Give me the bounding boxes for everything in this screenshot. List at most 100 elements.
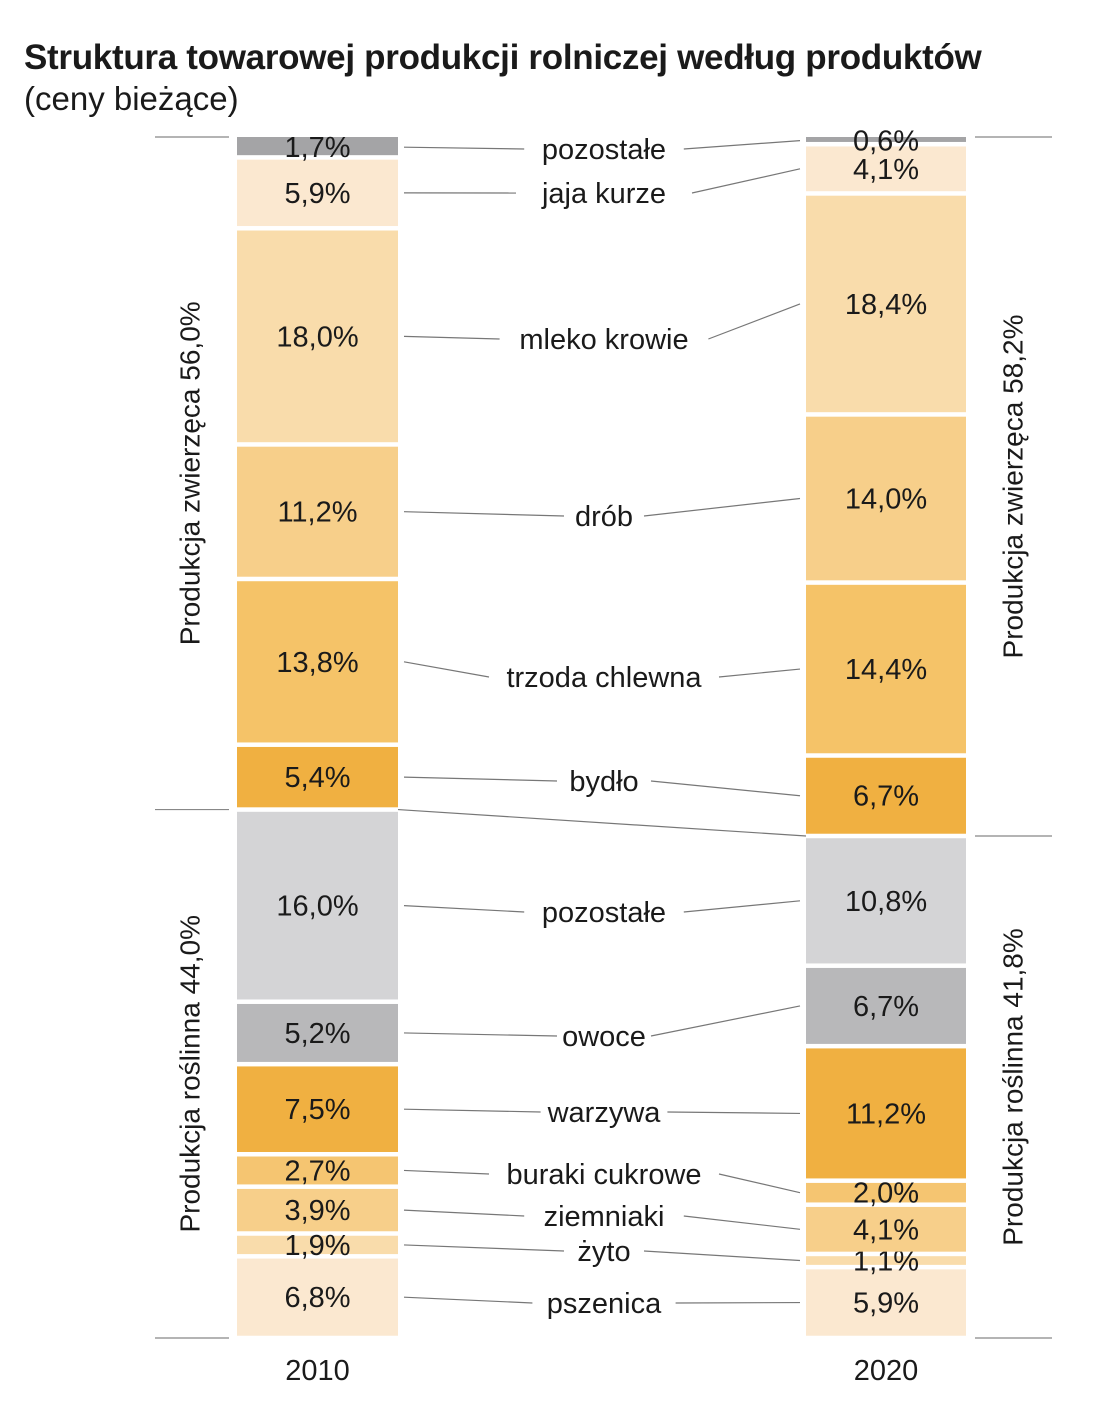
connector-left-4 [403, 1108, 541, 1113]
bar-2020-mleko-krowie [806, 195, 966, 413]
bar-2020-pozostale [806, 838, 966, 964]
value-label-2020-10: 18,4% [845, 289, 927, 321]
bar-2010-zyto [237, 1235, 398, 1255]
value-label-2010-7: 5,4% [284, 762, 350, 794]
category-label-owoce: owoce [562, 1021, 646, 1053]
category-label-bydlo: bydło [569, 766, 638, 798]
bar-2010-pszenica [237, 1258, 398, 1336]
category-label-zyto: żyto [577, 1236, 630, 1268]
year-labels: 2010 2020 [285, 1355, 918, 1387]
category-label-jaja-kurze: jaja kurze [541, 178, 666, 210]
connector-left-3 [403, 1169, 490, 1175]
value-label-2020-6: 10,8% [845, 886, 927, 918]
category-label-drob: drób [575, 501, 633, 533]
divider-line [397, 808, 807, 837]
value-label-2020-7: 6,7% [853, 781, 919, 813]
bar-2010-mleko-krowie [237, 230, 398, 443]
connector-left-7 [403, 776, 558, 782]
connector-left-1 [403, 1244, 565, 1252]
year-label-2020: 2020 [854, 1355, 919, 1387]
connector-left-2 [403, 1209, 525, 1217]
bar-2010-ziemniaki [237, 1188, 398, 1232]
bar-2010-bydlo [237, 746, 398, 808]
bar-2010-jaja-kurze [237, 159, 398, 227]
connector-left-8 [403, 661, 490, 678]
value-label-2010-11: 5,9% [284, 178, 350, 210]
connector-lines [397, 140, 807, 1304]
group-label-2010-zwierzeca: Produkcja zwierzęca 56,0% [174, 301, 205, 645]
bar-2010-drob [237, 446, 398, 577]
connector-left-5 [403, 1032, 558, 1037]
connector-left-12 [403, 146, 525, 150]
connector-right-5 [650, 1005, 801, 1037]
value-label-2010-12: 1,7% [284, 132, 350, 164]
value-label-2010-4: 7,5% [284, 1094, 350, 1126]
connector-right-1 [643, 1250, 801, 1262]
category-label-mleko-krowie: mleko krowie [519, 324, 688, 356]
category-label-warzywa: warzywa [547, 1097, 662, 1129]
bar-2010-pozostale-zw [237, 137, 398, 156]
bar-2020-pozostale-zw [806, 137, 966, 142]
group-labels: Produkcja roślinna 44,0% Produkcja zwierz… [174, 301, 1028, 1245]
connector-right-12 [683, 140, 801, 150]
category-label-pszenica: pszenica [547, 1288, 662, 1320]
connector-right-9 [643, 497, 801, 517]
year-label-2010: 2010 [285, 1355, 350, 1387]
connector-right-4 [667, 1111, 801, 1115]
value-label-2020-12: 0,6% [853, 126, 919, 158]
connector-left-10 [403, 335, 500, 340]
bar-2010-buraki-cukrowe [237, 1156, 398, 1185]
group-label-2010-roslinna: Produkcja roślinna 44,0% [174, 915, 205, 1233]
value-label-2020-3: 2,0% [853, 1178, 919, 1210]
value-label-2010-5: 5,2% [284, 1018, 350, 1050]
bar-2010-trzoda-chlewna [237, 581, 398, 743]
bar-2020-zyto [806, 1256, 966, 1265]
connector-left-9 [403, 511, 565, 517]
category-label-ziemniaki: ziemniaki [544, 1201, 665, 1233]
value-label-2020-0: 5,9% [853, 1288, 919, 1320]
connector-right-3 [718, 1173, 801, 1194]
value-label-2020-8: 14,4% [845, 654, 927, 686]
bars: 6,8% 1,9%3,9% 2,7% 7,5% 5,2% 16,0% 5,4% 13,8% 11… [237, 126, 966, 1336]
value-label-2010-0: 6,8% [284, 1282, 350, 1314]
group-label-2020-zwierzeca: Produkcja zwierzęca 58,2% [997, 315, 1028, 659]
group-label-2020-roslinna: Produkcja roślinna 41,8% [997, 928, 1028, 1246]
bar-2010-warzywa [237, 1066, 398, 1152]
value-label-2010-2: 3,9% [284, 1195, 350, 1227]
bar-2010-pozostale [237, 811, 398, 1000]
value-label-2010-1: 1,9% [284, 1230, 350, 1262]
bar-2020-ziemniaki [806, 1206, 966, 1252]
connector-left-0 [403, 1296, 533, 1304]
bar-2020-warzywa [806, 1048, 966, 1179]
category-label-trzoda-chlewna: trzoda chlewna [506, 662, 702, 694]
value-label-2010-8: 13,8% [276, 647, 358, 679]
bar-2020-pszenica [806, 1269, 966, 1336]
connector-right-8 [718, 668, 801, 678]
category-label-buraki-cukrowe: buraki cukrowe [506, 1159, 701, 1191]
bar-2010-owoce [237, 1003, 398, 1062]
value-label-2010-10: 18,0% [276, 321, 358, 353]
bar-2020-buraki-cukrowe [806, 1182, 966, 1203]
guide-lines [155, 136, 1052, 1339]
category-label-pozostale-zw: pozostałe [542, 134, 666, 166]
bar-2020-jaja-kurze [806, 146, 966, 192]
connector-right-7 [650, 780, 801, 797]
bar-2020-trzoda-chlewna [806, 584, 966, 754]
chart-title: Struktura towarowej produkcji rolniczej … [24, 38, 982, 77]
value-label-2010-3: 2,7% [284, 1155, 350, 1187]
connector-right-11 [691, 168, 801, 194]
value-label-2020-2: 4,1% [853, 1214, 919, 1246]
bar-2020-drob [806, 416, 966, 581]
chart-subtitle: (ceny bieżące) [24, 80, 239, 117]
connector-right-10 [708, 303, 801, 340]
value-label-2010-9: 11,2% [277, 497, 357, 529]
connector-right-2 [683, 1215, 801, 1230]
value-label-2020-9: 14,0% [845, 484, 927, 516]
value-label-2010-6: 16,0% [276, 891, 358, 923]
category-label-pozostale: pozostałe [542, 897, 666, 929]
value-label-2020-4: 11,2% [846, 1098, 926, 1130]
connector-right-6 [683, 900, 801, 913]
bar-2020-owoce [806, 967, 966, 1044]
